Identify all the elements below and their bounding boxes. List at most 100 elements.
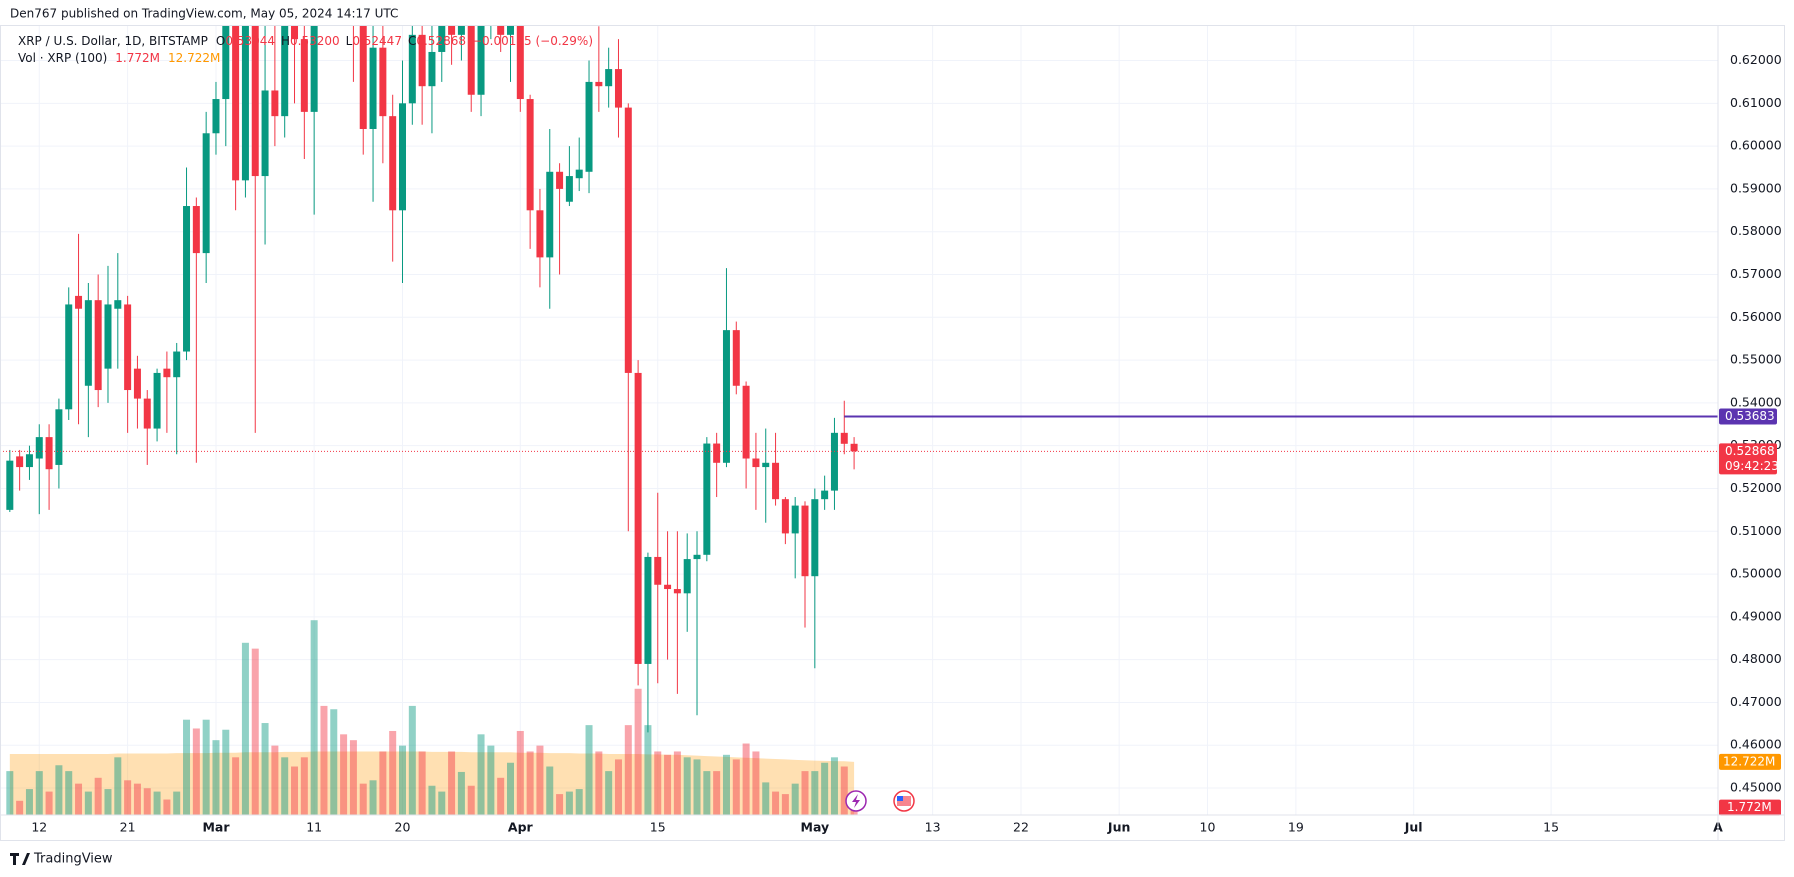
brand[interactable]: TradingView <box>10 852 113 867</box>
event-icons[interactable] <box>845 790 915 812</box>
candle-body <box>65 304 73 410</box>
y-tick-label: 0.60000 <box>1730 138 1782 153</box>
volume-bar <box>516 730 524 815</box>
candle-body <box>722 330 730 463</box>
volume-bar <box>340 734 348 815</box>
candle-body <box>673 589 681 594</box>
brand-logo <box>10 853 30 865</box>
candle-body <box>241 25 249 181</box>
candle-body <box>526 99 534 211</box>
candle-body <box>536 210 544 258</box>
price-pane <box>0 25 1718 733</box>
candle-body <box>212 99 220 134</box>
volume-bar <box>477 734 485 815</box>
candle-body <box>359 25 367 129</box>
legend-o-key: O <box>216 34 225 48</box>
x-tick-label: 12 <box>31 820 47 835</box>
legend-h-key: H <box>281 34 290 48</box>
volume-bar <box>232 757 240 815</box>
legend-change: −0.00155 (−0.29%) <box>472 34 593 48</box>
y-tick-label: 0.45000 <box>1730 780 1782 795</box>
candle-body <box>418 34 426 87</box>
candle-body <box>261 90 269 177</box>
volume-bar <box>222 729 230 815</box>
volume-bar <box>772 791 780 815</box>
volume-bar <box>448 751 456 815</box>
y-tick-label: 0.50000 <box>1730 566 1782 581</box>
candle-body <box>516 25 524 100</box>
volume-bar <box>821 762 829 815</box>
candle-body <box>173 351 181 378</box>
volume-bar <box>133 783 141 815</box>
candle-body <box>654 556 662 585</box>
volume-pane <box>6 620 858 815</box>
candle-body <box>801 505 809 577</box>
candle-body <box>369 47 377 129</box>
volume-bar <box>830 757 838 815</box>
y-tick-label: 0.58000 <box>1730 223 1782 238</box>
x-tick-label: 15 <box>650 820 666 835</box>
volume-bar <box>644 725 652 815</box>
volume-bar <box>614 759 622 815</box>
legend-volume-value: 1.772M <box>115 51 160 65</box>
volume-bar <box>330 709 338 815</box>
candle-body <box>703 443 711 555</box>
volume-bar <box>546 766 554 815</box>
x-tick-label: 22 <box>1013 820 1029 835</box>
volume-bar <box>153 791 161 815</box>
volume-bar <box>703 771 711 815</box>
candle-body <box>624 107 632 373</box>
volume-bar <box>438 791 446 815</box>
volume-bar <box>634 688 642 815</box>
x-tick-label: 13 <box>925 820 941 835</box>
candle-body <box>153 372 161 429</box>
x-tick-label: 10 <box>1200 820 1216 835</box>
candle-body <box>428 51 436 87</box>
volume-bar <box>526 751 534 815</box>
volume-bar <box>241 642 249 815</box>
y-tick-label: 0.62000 <box>1730 52 1782 67</box>
volume-bar <box>202 719 210 815</box>
legend-o: 0.53044 <box>225 34 275 48</box>
candle-body <box>16 456 24 468</box>
candle-body <box>742 385 750 459</box>
volume-bar <box>300 757 308 815</box>
volume-bar <box>811 771 819 815</box>
candle-body <box>821 490 829 500</box>
volume-bar <box>791 783 799 815</box>
volume-bar <box>585 725 593 815</box>
candle-body <box>192 206 200 254</box>
volume-bar <box>418 751 426 815</box>
candle-body <box>497 25 505 35</box>
legend-volume: Vol · XRP (100) 1.772M 12.722M <box>18 51 220 65</box>
y-tick-label: 0.52000 <box>1730 480 1782 495</box>
volume-bar <box>575 789 583 815</box>
volume-bar <box>556 794 564 815</box>
volume-bar <box>173 791 181 815</box>
candle-body <box>565 176 573 202</box>
candle-body <box>477 25 485 95</box>
candle-body <box>595 81 603 87</box>
legend-volume-ma: 12.722M <box>168 51 220 65</box>
hline-tag-label: 0.53683 <box>1725 409 1775 423</box>
candle-body <box>575 169 583 179</box>
candle-body <box>310 25 318 112</box>
candle-body <box>291 25 299 40</box>
candle-body <box>634 372 642 664</box>
candle-body <box>546 171 554 258</box>
volume-bar <box>320 705 328 815</box>
candle-body <box>202 133 210 254</box>
candle-body <box>840 432 848 444</box>
candle-body <box>124 304 132 391</box>
volume-tag-label: 1.772M <box>1727 800 1772 814</box>
volume-bar <box>624 725 632 815</box>
flag-glyph <box>897 796 911 806</box>
volume-bar <box>65 771 73 815</box>
last-price-tag <box>1719 443 1777 475</box>
volume-bar <box>693 759 701 815</box>
candle-body <box>830 432 838 491</box>
volume-bar <box>408 705 416 815</box>
x-tick-label: 20 <box>395 820 411 835</box>
candle-body <box>781 499 789 534</box>
flag-glyph <box>897 796 903 801</box>
